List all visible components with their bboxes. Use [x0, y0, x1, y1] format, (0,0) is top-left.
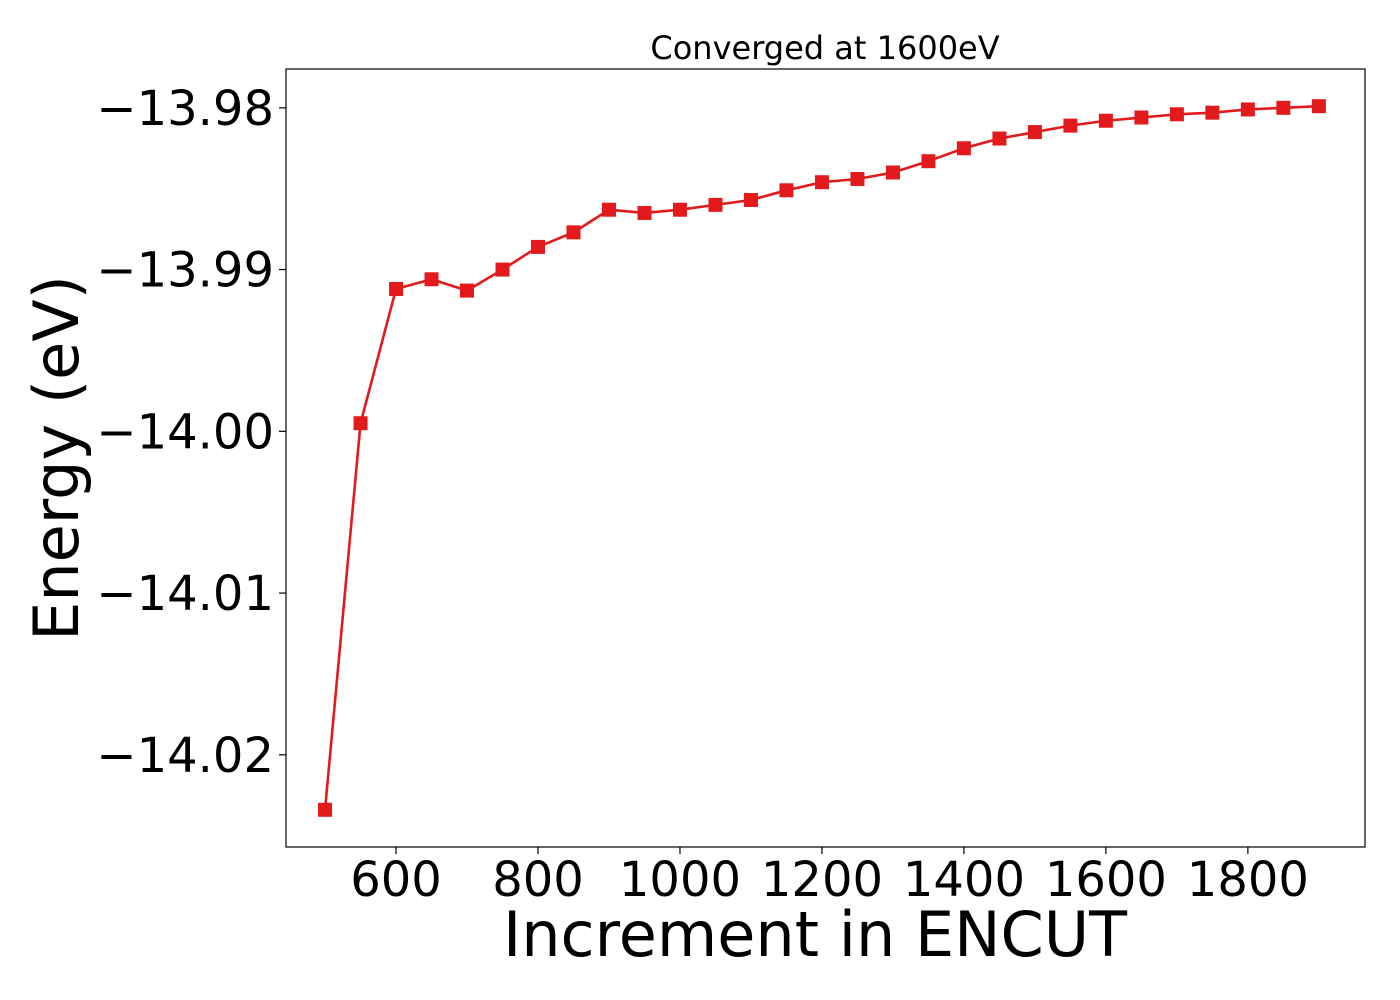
y-tick-label: −14.02	[96, 728, 274, 784]
y-tick-label: −14.01	[96, 566, 274, 622]
x-tick-label: 1800	[1187, 852, 1309, 908]
data-point-marker	[672, 202, 687, 217]
data-point-marker	[1134, 110, 1149, 125]
series-group	[318, 99, 1326, 817]
data-point-marker	[389, 281, 404, 296]
data-point-marker	[992, 131, 1007, 146]
x-tick-label: 800	[492, 852, 584, 908]
chart-title: Converged at 1600eV	[650, 29, 999, 67]
y-tick-label: −14.00	[96, 404, 274, 460]
data-point-marker	[1027, 125, 1042, 140]
y-tick-label: −13.99	[96, 243, 274, 299]
data-point-marker	[424, 272, 439, 287]
data-point-marker	[779, 183, 794, 198]
x-axis-label: Increment in ENCUT	[503, 898, 1128, 971]
data-point-marker	[1276, 100, 1291, 115]
axis-ticks: 600 800 1000 1200 1400 1600 1800 −13.98 −13.99 −1…	[96, 81, 1309, 908]
data-point-marker	[850, 171, 865, 186]
series-line	[323, 104, 1319, 810]
data-point-marker	[495, 262, 510, 277]
data-point-marker	[460, 283, 475, 298]
data-point-marker	[1240, 102, 1255, 117]
y-axis-label: Energy (eV)	[20, 275, 93, 641]
data-point-marker	[956, 141, 971, 156]
x-tick-label: 600	[350, 852, 442, 908]
data-point-marker	[708, 197, 723, 212]
data-point-marker	[921, 154, 936, 169]
data-point-marker	[1205, 105, 1220, 120]
data-point-marker	[566, 225, 581, 240]
y-tick-label: −13.98	[96, 81, 274, 137]
x-tick-label: 1400	[903, 852, 1025, 908]
data-point-marker	[531, 239, 546, 254]
data-point-marker	[1169, 107, 1184, 122]
data-point-marker	[1098, 113, 1113, 128]
data-point-marker	[885, 165, 900, 180]
data-point-marker	[637, 205, 652, 220]
data-point-marker	[353, 416, 368, 431]
x-tick-label: 1000	[619, 852, 741, 908]
data-point-marker	[601, 202, 616, 217]
data-point-marker	[318, 802, 333, 817]
plot-frame	[285, 68, 1366, 848]
x-tick-label: 1200	[761, 852, 883, 908]
data-point-marker	[814, 175, 829, 190]
x-tick-label: 1600	[1045, 852, 1167, 908]
data-point-marker	[743, 193, 758, 208]
data-point-marker	[1063, 118, 1078, 133]
data-point-marker	[1311, 99, 1326, 114]
